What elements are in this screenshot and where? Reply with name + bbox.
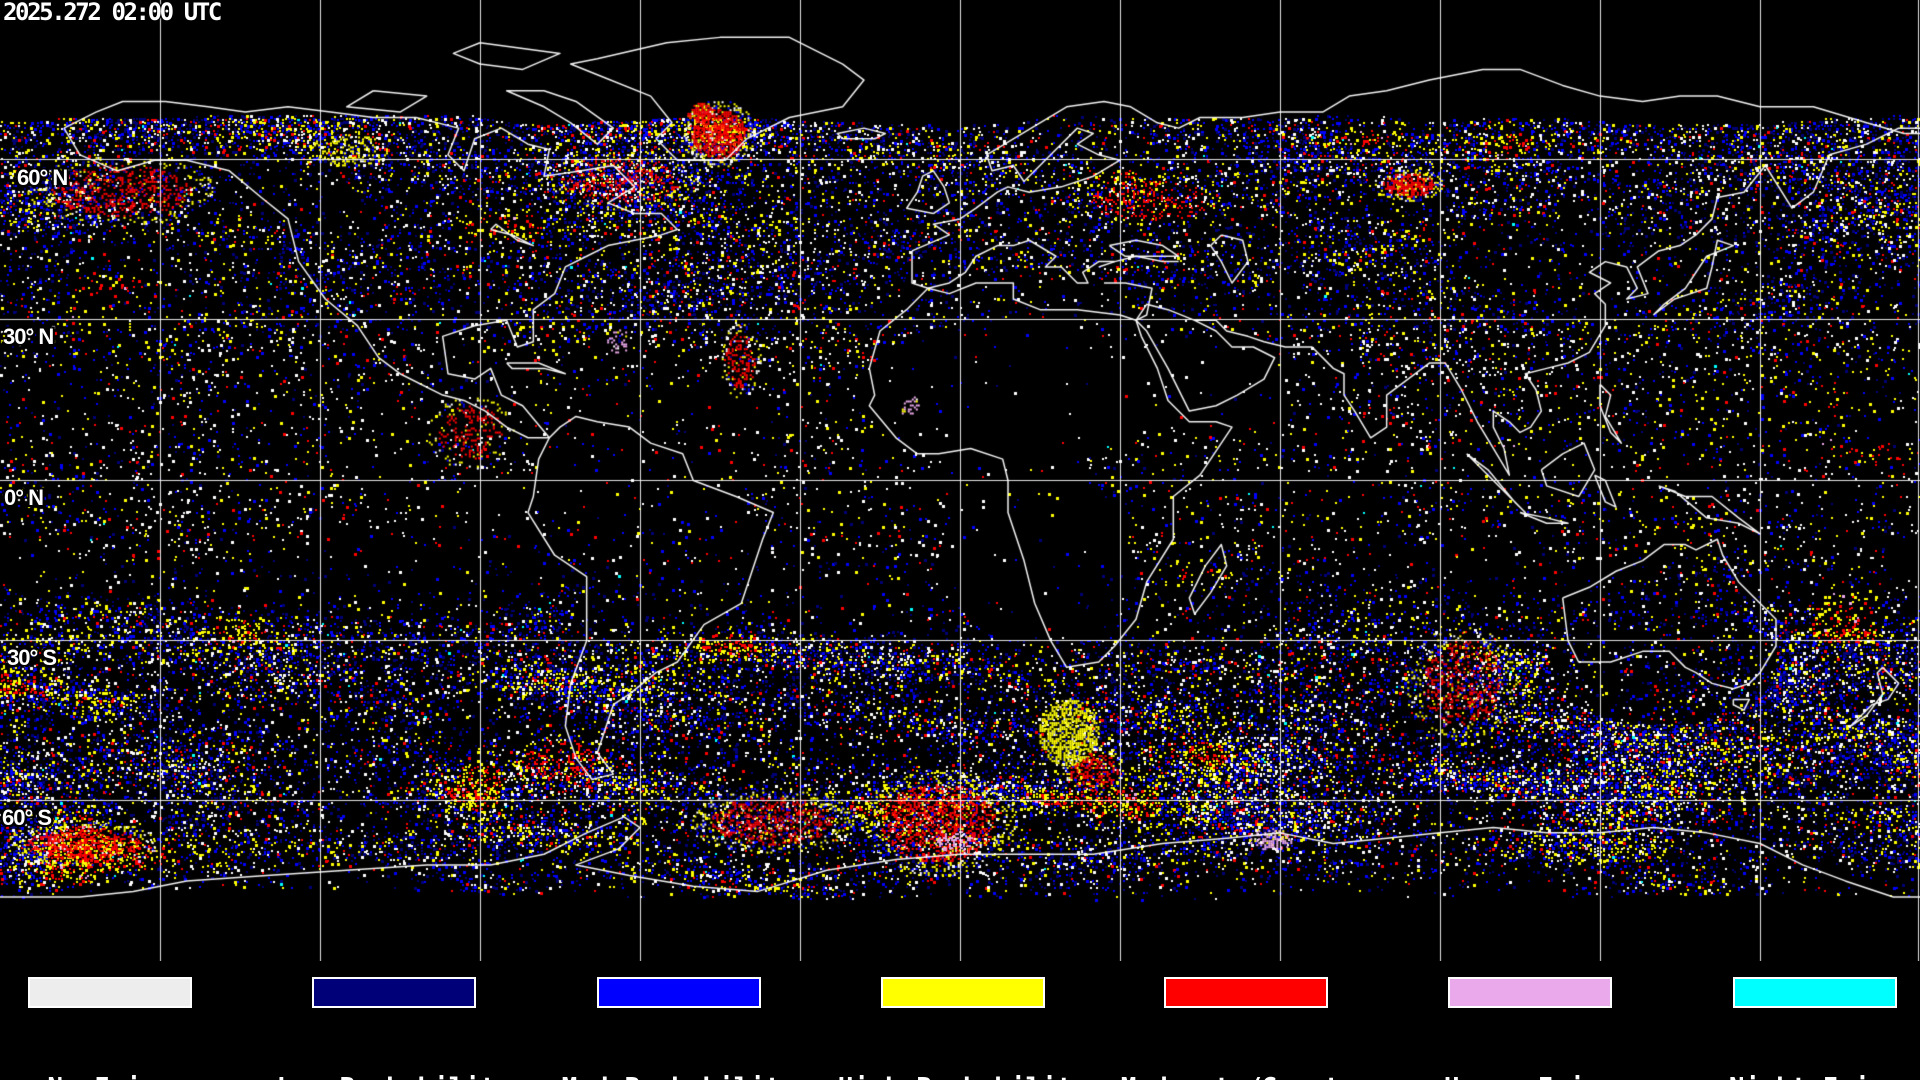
no-icing-label: No Icing Retrieval	[0, 1013, 270, 1080]
latitude-label-30n: 30° N	[3, 324, 54, 349]
legend-label-line1: Moderate/Greater	[1086, 1073, 1406, 1080]
legend-label-line1: High Probability	[803, 1073, 1123, 1080]
high-prob-label: High Probability of Light Icing	[803, 1013, 1123, 1080]
med-prob-label: Med.Probability of Light Icing	[519, 1013, 839, 1080]
med-prob-swatch	[597, 977, 761, 1008]
moderate-icing-label: Moderate/Greater Icing Likely	[1086, 1013, 1406, 1080]
moderate-icing-swatch	[1164, 977, 1328, 1008]
no-icing-swatch	[28, 977, 192, 1008]
latitude-label-60s: 60° S	[2, 805, 52, 830]
legend-label-line1: Med.Probability	[519, 1073, 839, 1080]
legend: No Icing Retrieval Low Probability of Li…	[0, 961, 1920, 1080]
global-icing-map	[0, 0, 1920, 961]
night-icing-swatch	[1733, 977, 1897, 1008]
legend-label-line1: Low Probability	[234, 1073, 554, 1080]
timestamp: 2025.272 02:00 UTC	[3, 0, 222, 26]
night-icing-label: Night Icing	[1655, 1013, 1920, 1080]
legend-label-line1: Heavy Icing	[1370, 1073, 1690, 1080]
latitude-label-60n: 60° N	[17, 165, 68, 190]
legend-label-line1: No Icing	[0, 1073, 270, 1080]
legend-label-line1: Night Icing	[1655, 1073, 1920, 1080]
latitude-label-30s: 30° S	[7, 645, 57, 670]
high-prob-swatch	[881, 977, 1045, 1008]
heavy-icing-swatch	[1448, 977, 1612, 1008]
low-prob-swatch	[312, 977, 476, 1008]
low-prob-label: Low Probability of Light Icing	[234, 1013, 554, 1080]
heavy-icing-label: Heavy Icing	[1370, 1013, 1690, 1080]
latitude-label-0n: 0° N	[4, 485, 44, 510]
